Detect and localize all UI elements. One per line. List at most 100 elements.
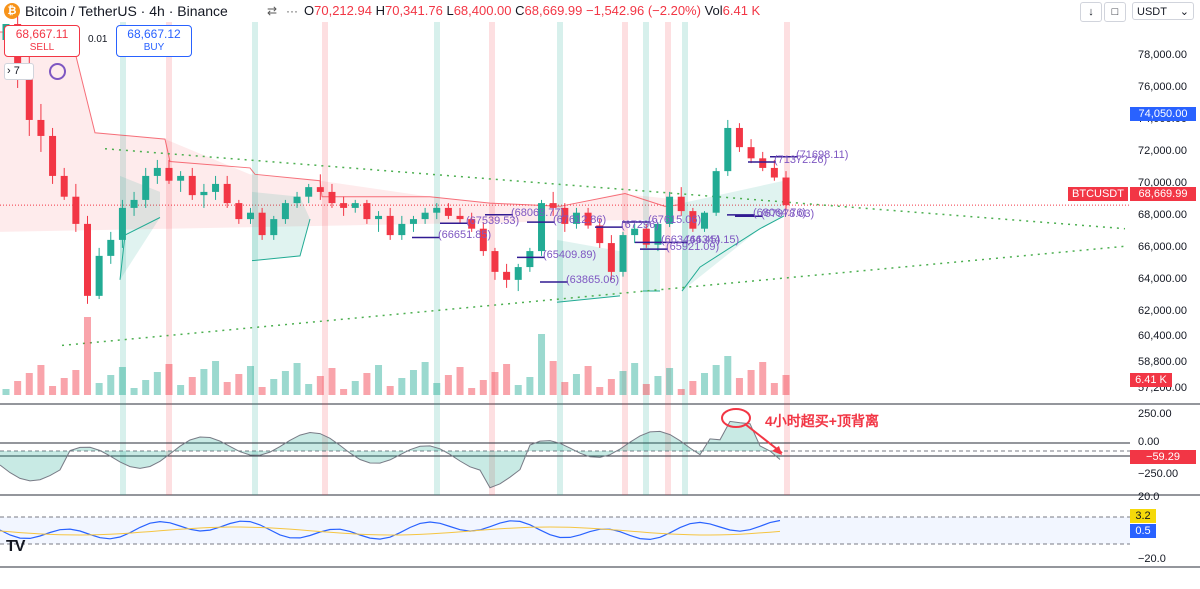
symbol-tag: BTCUSDT bbox=[1068, 187, 1128, 201]
level-markers bbox=[412, 156, 798, 283]
compare-icon[interactable]: ⇄ bbox=[266, 4, 278, 18]
rsi-value-top: 3.2 bbox=[1130, 509, 1156, 523]
candle-body bbox=[235, 203, 243, 220]
candle-body bbox=[642, 228, 650, 245]
chevron-down-icon: ⌄ bbox=[1179, 6, 1189, 18]
volume-bar bbox=[747, 370, 755, 395]
volume-bar bbox=[223, 382, 231, 395]
candle-body bbox=[351, 203, 359, 208]
change-value: −1,542.96 (−2.20%) bbox=[586, 3, 701, 18]
volume-bar bbox=[118, 367, 126, 395]
more-icon[interactable]: ··· bbox=[286, 4, 298, 18]
volume-bar bbox=[433, 383, 441, 395]
candle-body bbox=[666, 196, 674, 224]
volume-bar bbox=[212, 361, 220, 395]
chevron-icon: › bbox=[7, 65, 11, 77]
volume-bar bbox=[514, 385, 522, 395]
tradingview-logo[interactable]: TV bbox=[6, 538, 25, 555]
candle-body bbox=[142, 175, 150, 200]
upper-trendline bbox=[104, 147, 1126, 230]
oscillator-value-badge: −59.29 bbox=[1130, 450, 1196, 464]
bitcoin-icon: ₿ bbox=[4, 3, 20, 19]
volume-bar bbox=[724, 356, 732, 395]
level-label: (68069.77) bbox=[511, 206, 565, 219]
replay-marker-icon[interactable] bbox=[49, 63, 66, 80]
volume-bar bbox=[72, 370, 80, 395]
volume-bar bbox=[2, 389, 10, 395]
candle-body bbox=[340, 203, 348, 208]
volume-bar bbox=[712, 365, 720, 395]
candle-body bbox=[456, 215, 464, 220]
osc-fill bbox=[0, 421, 780, 488]
buy-signal-band bbox=[252, 22, 258, 495]
volume-bar bbox=[677, 389, 685, 395]
volume-bar bbox=[398, 378, 406, 395]
spread-value: 0.01 bbox=[88, 34, 108, 45]
buy-signal-band bbox=[120, 22, 126, 495]
close-value: 68,669.99 bbox=[524, 3, 583, 18]
candle-body bbox=[409, 219, 417, 224]
volume-bar bbox=[235, 374, 243, 395]
candle-body bbox=[386, 215, 394, 236]
volume-bar bbox=[107, 375, 115, 395]
volume-bar bbox=[351, 381, 359, 395]
volume-bar bbox=[60, 378, 68, 395]
sell-signal-band bbox=[665, 22, 671, 495]
candle-body bbox=[246, 212, 254, 220]
volume-bar bbox=[25, 373, 33, 395]
symbol-title[interactable]: Bitcoin / TetherUS · 4h · Binance bbox=[25, 3, 228, 19]
candle-body bbox=[712, 171, 720, 213]
volume-bar bbox=[246, 366, 254, 395]
open-value: 70,212.94 bbox=[314, 3, 372, 18]
volume-bar bbox=[538, 334, 546, 395]
volume-bar bbox=[293, 363, 301, 395]
volume-bar bbox=[491, 372, 499, 395]
sell-signal-band bbox=[322, 22, 328, 495]
level-label: (67539.53) bbox=[466, 215, 520, 228]
sell-signal-band bbox=[166, 22, 172, 495]
sell-button[interactable]: 68,667.11 SELL bbox=[4, 25, 80, 57]
arrow-head bbox=[772, 446, 782, 455]
osc-tick: 250.00 bbox=[1138, 408, 1172, 420]
level-label: (65921.09) bbox=[666, 241, 720, 254]
candle-body bbox=[479, 228, 487, 252]
price-tick: 62,000.00 bbox=[1138, 304, 1187, 317]
volume-bar bbox=[596, 387, 604, 395]
rsi-value-bottom: 0.5 bbox=[1130, 524, 1156, 538]
volume-bar bbox=[340, 389, 348, 395]
volume-bars bbox=[2, 317, 790, 395]
fullscreen-button[interactable]: □ bbox=[1104, 2, 1126, 22]
candle-body bbox=[747, 147, 755, 159]
volume-bar bbox=[328, 368, 336, 395]
volume-bar bbox=[479, 380, 487, 395]
candle-body bbox=[584, 212, 592, 226]
candle-body bbox=[444, 207, 452, 216]
candle-body bbox=[270, 219, 278, 236]
volume-bar bbox=[642, 384, 650, 395]
scroll-down-button[interactable]: ↓ bbox=[1080, 2, 1102, 22]
level-label: (66651.85) bbox=[438, 229, 492, 242]
volume-bar bbox=[759, 362, 767, 395]
currency-select[interactable]: USDT ⌄ bbox=[1132, 2, 1194, 20]
candle-body bbox=[316, 187, 324, 192]
volume-bar bbox=[631, 363, 639, 395]
rsi-band bbox=[0, 517, 1130, 544]
osc-line bbox=[0, 420, 781, 489]
volume-bar bbox=[503, 364, 511, 395]
volume-bar bbox=[95, 383, 103, 395]
candle-body bbox=[701, 212, 709, 229]
volume-bar bbox=[316, 376, 324, 395]
indicator-count: 7 bbox=[13, 65, 20, 77]
candle-body bbox=[223, 183, 231, 204]
buy-label: BUY bbox=[143, 42, 165, 53]
candle-body bbox=[177, 175, 185, 181]
candle-body bbox=[60, 175, 68, 197]
level-label: (65409.89) bbox=[543, 249, 597, 262]
indicators-toggle[interactable]: › 7 bbox=[4, 63, 34, 80]
last-price-badge: 68,669.99 bbox=[1130, 187, 1196, 201]
buy-button[interactable]: 68,667.12 BUY bbox=[116, 25, 192, 57]
volume-bar bbox=[584, 366, 592, 395]
candle-body bbox=[188, 175, 196, 196]
rsi-tick: 20.0 bbox=[1138, 491, 1160, 503]
